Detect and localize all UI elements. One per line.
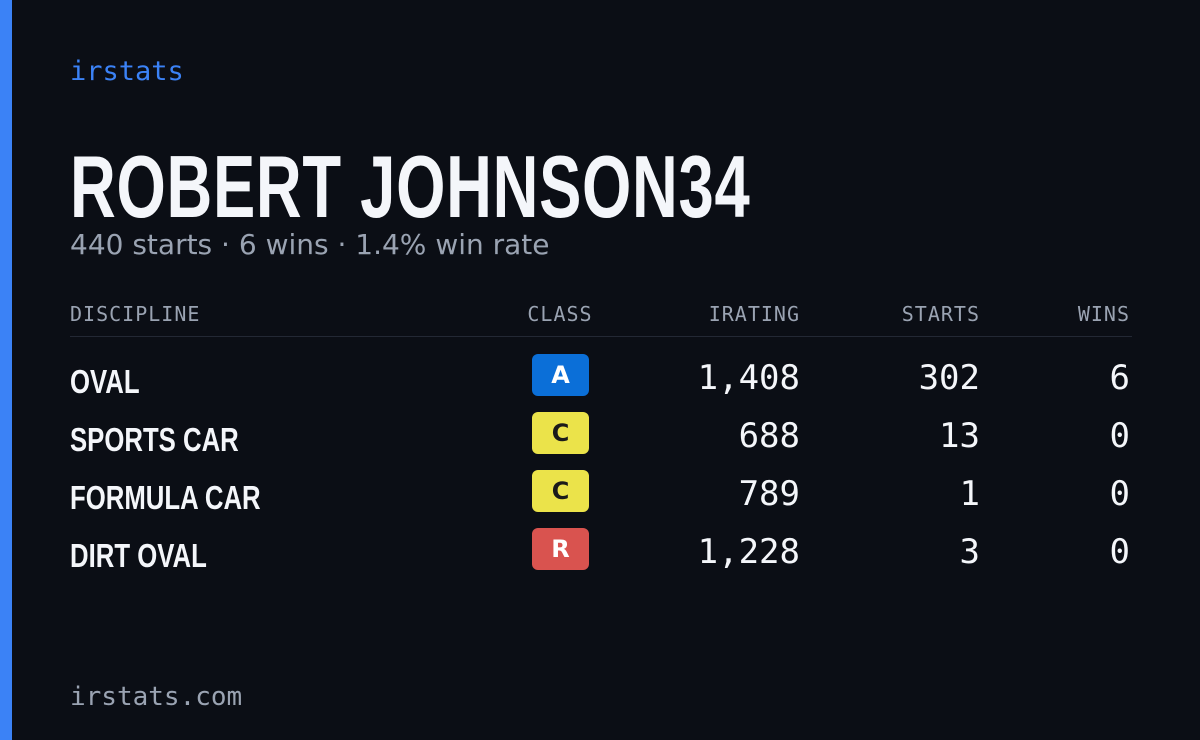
wins: 0 — [1109, 416, 1130, 456]
divider — [70, 336, 1132, 337]
brand: irstats — [70, 56, 184, 87]
discipline: FORMULA CAR — [70, 479, 261, 516]
column-header: IRATING — [708, 302, 800, 326]
starts: 13 — [939, 416, 980, 456]
wins: 6 — [1109, 358, 1130, 398]
wins: 0 — [1109, 532, 1130, 572]
wins: 0 — [1109, 474, 1130, 514]
starts: 3 — [959, 532, 980, 572]
irating: 1,408 — [697, 358, 800, 398]
discipline: SPORTS CAR — [70, 421, 239, 458]
discipline: OVAL — [70, 363, 140, 400]
class-badge: C — [532, 470, 589, 512]
accent-bar — [0, 0, 12, 740]
summary: 440 starts · 6 wins · 1.4% win rate — [70, 228, 550, 261]
column-header: STARTS — [901, 302, 980, 326]
column-header: DISCIPLINE — [70, 302, 201, 326]
starts: 1 — [959, 474, 980, 514]
irating: 789 — [738, 474, 800, 514]
starts: 302 — [918, 358, 980, 398]
irating: 688 — [738, 416, 800, 456]
class-badge: A — [532, 354, 589, 396]
site: irstats.com — [70, 682, 243, 712]
class-badge: C — [532, 412, 589, 454]
class-badge: R — [532, 528, 589, 570]
column-header: CLASS — [527, 302, 593, 326]
driver-name: ROBERT JOHNSON34 — [70, 137, 751, 236]
discipline: DIRT OVAL — [70, 537, 207, 574]
column-header: WINS — [1077, 302, 1130, 326]
irating: 1,228 — [697, 532, 800, 572]
